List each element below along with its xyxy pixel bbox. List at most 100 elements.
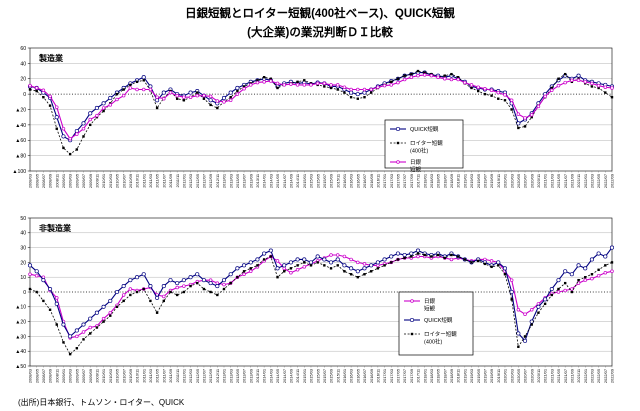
x-tick-label: 2008/09 <box>48 369 53 383</box>
series-markers-boj <box>28 73 614 141</box>
y-tick-label: ▲10 <box>15 305 26 311</box>
series-line-boj <box>29 254 613 339</box>
x-tick-label: 2009/11 <box>94 369 99 383</box>
x-tick-label: 2014/11 <box>295 369 300 383</box>
plot-border <box>29 47 613 172</box>
x-tick-label: 2022/03 <box>590 174 595 188</box>
x-tick-label: 2009/11 <box>94 174 99 188</box>
y-tick-label: ▲100 <box>12 169 26 175</box>
x-tick-label: 2018/03 <box>429 369 434 383</box>
x-tick-label: 2012/11 <box>215 369 220 383</box>
series-markers-quick <box>27 245 615 343</box>
x-tick-label: 2013/07 <box>242 174 247 188</box>
x-tick-label: 2020/07 <box>523 174 528 188</box>
x-tick-label: 2021/11 <box>576 174 581 188</box>
x-tick-label: 2019/03 <box>469 369 474 383</box>
x-tick-label: 2022/09 <box>610 369 615 383</box>
x-tick-label: 2020/01 <box>503 174 508 188</box>
x-tick-label: 2021/05 <box>556 174 561 188</box>
x-tick-label: 2018/07 <box>442 174 447 188</box>
legend-label-reuters: ロイター短観 <box>410 139 443 147</box>
series-markers-boj <box>28 253 614 340</box>
x-tick-label: 2021/01 <box>543 369 548 383</box>
x-tick-label: 2021/03 <box>549 369 554 383</box>
x-tick-label: 2019/05 <box>476 174 481 188</box>
x-tick-label: 2019/11 <box>496 369 501 383</box>
x-tick-label: 2012/07 <box>202 369 207 383</box>
x-tick-label: 2016/07 <box>362 174 367 188</box>
x-tick-label: 2019/01 <box>462 369 467 383</box>
x-tick-label: 2022/01 <box>583 369 588 383</box>
x-tick-label: 2014/07 <box>282 369 287 383</box>
x-tick-label: 2012/05 <box>195 369 200 383</box>
x-tick-label: 2014/01 <box>262 174 267 188</box>
x-tick-label: 2015/03 <box>309 369 314 383</box>
y-tick-label: 0 <box>23 290 26 296</box>
x-tick-label: 2011/03 <box>148 174 153 188</box>
x-tick-label: 2017/03 <box>389 174 394 188</box>
x-tick-label: 2010/01 <box>101 369 106 383</box>
x-tick-label: 2013/11 <box>255 174 260 188</box>
x-tick-label: 2013/03 <box>228 369 233 383</box>
x-tick-label: 2021/05 <box>556 369 561 383</box>
y-tick-label: ▲60 <box>15 138 26 144</box>
x-tick-label: 2018/01 <box>422 174 427 188</box>
x-tick-label: 2018/09 <box>449 369 454 383</box>
x-tick-label: 2010/09 <box>128 174 133 188</box>
plot-border <box>29 217 613 367</box>
x-tick-label: 2009/07 <box>81 174 86 188</box>
x-tick-label: 2016/05 <box>355 369 360 383</box>
x-tick-label: 2017/09 <box>409 174 414 188</box>
x-tick-label: 2021/03 <box>549 174 554 188</box>
x-tick-label: 2020/01 <box>503 369 508 383</box>
x-tick-label: 2009/03 <box>68 174 73 188</box>
y-tick-label: ▲40 <box>15 349 26 355</box>
x-tick-label: 2019/11 <box>496 174 501 188</box>
x-tick-label: 2016/05 <box>355 174 360 188</box>
y-tick-label: 40 <box>20 231 26 237</box>
x-tick-label: 2021/09 <box>569 174 574 188</box>
x-tick-label: 2014/07 <box>282 174 287 188</box>
y-tick-label: 50 <box>20 216 26 222</box>
x-tick-label: 2013/11 <box>255 369 260 383</box>
x-tick-label: 2019/03 <box>469 174 474 188</box>
x-tick-label: 2020/05 <box>516 174 521 188</box>
y-tick-label: 60 <box>20 46 26 52</box>
x-tick-label: 2017/09 <box>409 369 414 383</box>
x-tick-label: 2012/09 <box>208 369 213 383</box>
y-tick-label: 20 <box>20 260 26 266</box>
legend-label-boj: 日銀 <box>424 297 436 305</box>
y-tick-label: ▲40 <box>15 123 26 129</box>
x-tick-label: 2015/11 <box>335 369 340 383</box>
x-tick-label: 2017/05 <box>396 174 401 188</box>
x-tick-label: 2012/07 <box>202 174 207 188</box>
x-tick-label: 2011/03 <box>148 369 153 383</box>
x-tick-label: 2021/09 <box>569 369 574 383</box>
x-tick-label: 2014/05 <box>275 174 280 188</box>
x-tick-label: 2015/09 <box>329 174 334 188</box>
series-line-quick <box>29 247 613 342</box>
x-tick-label: 2008/07 <box>41 369 46 383</box>
chart-title-line2: (大企業)の業況判断ＤＩ比較 <box>247 27 393 39</box>
legend-label-reuters: (400社) <box>424 338 443 346</box>
panel-label: 非製造業 <box>39 223 72 233</box>
panel-label: 製造業 <box>38 53 64 63</box>
x-tick-label: 2011/11 <box>175 174 180 188</box>
x-tick-label: 2015/05 <box>315 369 320 383</box>
x-tick-label: 2009/01 <box>61 174 66 188</box>
x-tick-label: 2016/01 <box>342 369 347 383</box>
x-tick-label: 2020/03 <box>509 369 514 383</box>
x-tick-label: 2009/01 <box>61 369 66 383</box>
x-axis-labels: 2008/03 2008/05 2008/07 2008/09 2008/11 2009/… <box>28 171 615 188</box>
x-tick-label: 2016/11 <box>375 174 380 188</box>
x-tick-label: 2018/09 <box>449 174 454 188</box>
x-tick-label: 2020/03 <box>509 174 514 188</box>
x-tick-label: 2015/05 <box>315 174 320 188</box>
x-tick-label: 2017/07 <box>402 174 407 188</box>
x-tick-label: 2017/01 <box>382 369 387 383</box>
x-tick-label: 2020/07 <box>523 369 528 383</box>
x-tick-label: 2015/11 <box>335 174 340 188</box>
x-tick-label: 2008/05 <box>34 174 39 188</box>
chart-title: 日銀短観とロイター短観(400社ベース)、QUICK短観 (大企業)の業況判断Ｄ… <box>0 5 640 43</box>
